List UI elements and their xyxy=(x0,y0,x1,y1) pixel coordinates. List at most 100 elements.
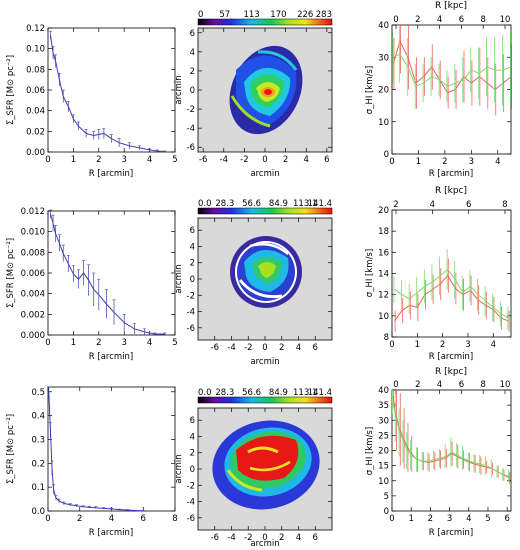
x-tick-label: 5 xyxy=(485,514,490,524)
x-axis-label: R [arcmin] xyxy=(429,169,473,179)
x-tick-label: 0 xyxy=(389,340,394,350)
colorbar-tick-label: 141.4 xyxy=(308,199,332,209)
y-tick-label: 15 xyxy=(378,462,389,472)
y-tick-label: -4 xyxy=(187,308,195,318)
colorbar-tick-label: 113 xyxy=(243,10,259,20)
sfr-profile-panel-2: 0 1 2 3 4 5 0.000 0.002 0.004 0.006 0.008 0.010 0.01… xyxy=(6,207,178,362)
x-tick-label: 4 xyxy=(466,514,471,524)
x-tick-label: 2 xyxy=(442,157,447,167)
x-tick-label: 5 xyxy=(172,155,177,165)
colorbar-tick-label: 0.0 xyxy=(198,199,212,209)
y-tick-label: 30 xyxy=(378,53,389,63)
x-tick-label: -4 xyxy=(227,533,235,543)
x-tick-label: 4 xyxy=(147,155,152,165)
top-tick-label: 10 xyxy=(500,15,511,25)
x-tick-label: -2 xyxy=(244,343,252,353)
x-axis-label: arcmin xyxy=(250,357,279,367)
top-tick-label: 4 xyxy=(437,380,442,390)
x-axis-label: R [arcmin] xyxy=(429,352,473,362)
colorbar-tick-label: 226 xyxy=(297,10,313,20)
y-tick-label: 4 xyxy=(190,432,195,442)
plot-frame xyxy=(391,24,512,155)
y-tick-label: 0.006 xyxy=(21,269,45,279)
y-tick-label: 0 xyxy=(190,86,195,96)
red-dispersion-line xyxy=(392,39,512,94)
x-tick-label: 3 xyxy=(121,338,126,348)
colorbar-tick-label: 56.6 xyxy=(242,199,261,209)
y-tick-label: 0.2 xyxy=(31,459,45,469)
top-tick-label: 10 xyxy=(500,380,511,390)
x-tick-label: 0 xyxy=(262,533,267,543)
y-tick-label: -4 xyxy=(187,124,195,134)
y-tick-label: 16 xyxy=(378,248,389,258)
y-tick-label: 18 xyxy=(378,227,389,237)
top-tick-label: 2 xyxy=(415,15,420,25)
y-tick-label: 6 xyxy=(190,29,195,39)
y-tick-label: 14 xyxy=(378,270,389,280)
x-tick-label: 1 xyxy=(71,155,76,165)
dispersion-lines xyxy=(391,390,511,484)
y-tick-label: 0.02 xyxy=(26,127,45,137)
y-tick-label: 0.10 xyxy=(26,45,45,55)
y-tick-label: 0 xyxy=(384,150,389,160)
x-tick-label: -4 xyxy=(220,155,228,165)
y-tick-label: 0.000 xyxy=(21,331,45,341)
plot-frame xyxy=(47,386,176,512)
y-tick-label: 0.00 xyxy=(26,148,45,158)
y-tick-label: 0.08 xyxy=(26,65,45,75)
x-tick-label: 6 xyxy=(141,514,146,524)
y-tick-label: 0.004 xyxy=(21,290,45,300)
top-tick-label: 2 xyxy=(393,200,398,210)
y-tick-label: 25 xyxy=(378,431,389,441)
green-dispersion-line xyxy=(392,402,510,477)
x-tick-label: 4 xyxy=(495,157,500,167)
x-tick-label: 2 xyxy=(279,343,284,353)
top-axis-label: R [kpc] xyxy=(435,186,467,196)
sfr-profile-line xyxy=(47,386,145,512)
y-tick-label: 35 xyxy=(378,401,389,411)
x-tick-label: 0 xyxy=(45,514,50,524)
x-tick-label: 0 xyxy=(389,157,394,167)
x-axis-label: arcmin xyxy=(250,539,279,549)
y-tick-label: 0.12 xyxy=(26,24,45,34)
x-tick-label: 4 xyxy=(296,533,301,543)
top-tick-label: 4 xyxy=(430,200,435,210)
y-tick-label: 6 xyxy=(190,416,195,426)
x-tick-label: -6 xyxy=(211,343,219,353)
y-tick-label: 8 xyxy=(384,333,389,343)
x-tick-label: 3 xyxy=(469,157,474,167)
y-tick-label: 4 xyxy=(190,242,195,252)
x-tick-label: 2 xyxy=(96,338,101,348)
green-dispersion-line xyxy=(394,268,509,319)
axis-ticks: 0 1 2 3 4 5 0.00 0.02 0.04 0.06 0.08 0.10 0.12 xyxy=(26,24,178,165)
x-tick-label: -6 xyxy=(211,533,219,543)
galaxy-map xyxy=(230,236,302,308)
top-tick-label: 2 xyxy=(415,380,420,390)
y-tick-label: 0.002 xyxy=(21,310,45,320)
y-axis-label: Σ_SFR [M⊙ pc⁻²] xyxy=(6,414,16,484)
dispersion-lines xyxy=(392,25,513,116)
top-tick-label: 4 xyxy=(437,15,442,25)
y-tick-label: 0.4 xyxy=(31,412,45,422)
x-tick-label: -6 xyxy=(199,155,207,165)
y-tick-label: 20 xyxy=(378,206,389,216)
x-tick-label: 1 xyxy=(415,340,420,350)
colorbar-tick-label: 28.3 xyxy=(215,199,234,209)
y-tick-label: 0.04 xyxy=(26,107,45,117)
y-axis-label: σ_HI [km/s] xyxy=(365,427,375,475)
red-dispersion-line xyxy=(394,274,509,322)
axis-ticks: -6 -4 -2 0 2 4 6 -6 -4 -2 0 2 4 6 xyxy=(187,218,332,353)
colorbar-tick-label: 0.0 xyxy=(198,388,212,398)
x-axis-label: R [arcmin] xyxy=(89,352,133,362)
y-axis-label: arcmin xyxy=(174,264,184,293)
axis-ticks: 0 1 2 3 4 5 6 0 5 10 15 20 25 30 35 40 0 2 4 6 8 10 xyxy=(378,380,511,524)
y-tick-label: 5 xyxy=(384,492,389,502)
x-tick-label: 8 xyxy=(172,514,177,524)
red-dispersion-line xyxy=(392,396,510,479)
y-tick-label: -6 xyxy=(187,143,195,153)
x-tick-label: -2 xyxy=(244,533,252,543)
